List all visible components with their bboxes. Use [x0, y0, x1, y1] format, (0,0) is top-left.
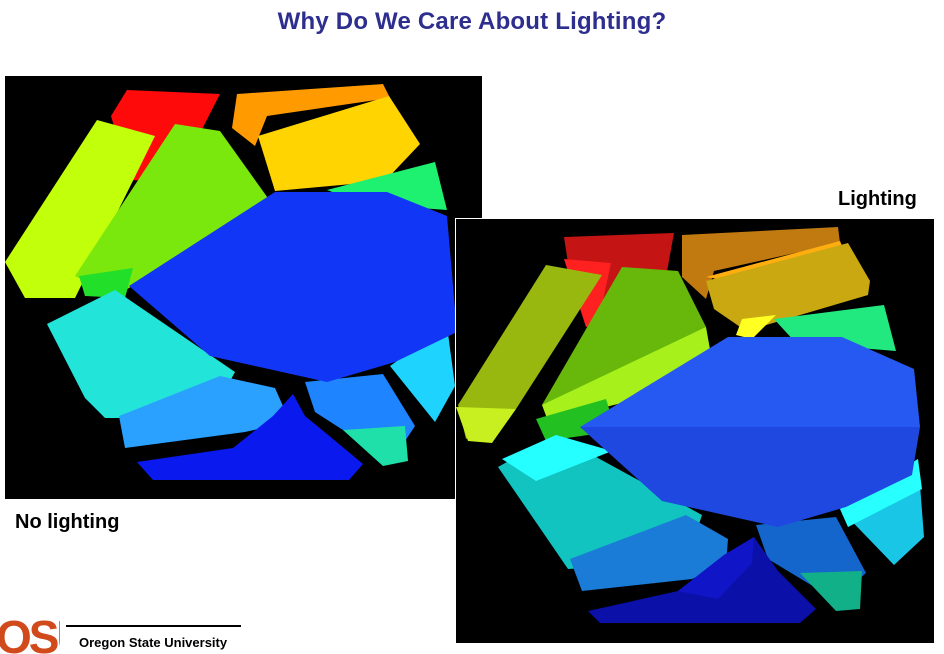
lighting-caption: Lighting: [838, 188, 917, 210]
lit-render-image: [455, 218, 935, 644]
osu-logo: OSU: [0, 616, 60, 654]
footer-university-name: Oregon State University: [79, 635, 228, 650]
unlit-render-image: [5, 76, 482, 499]
slide-title: Why Do We Care About Lighting?: [277, 8, 667, 35]
no-lighting-caption: No lighting: [15, 511, 120, 533]
osu-logo-text: OSU: [0, 616, 60, 654]
footer-divider: [66, 625, 241, 627]
